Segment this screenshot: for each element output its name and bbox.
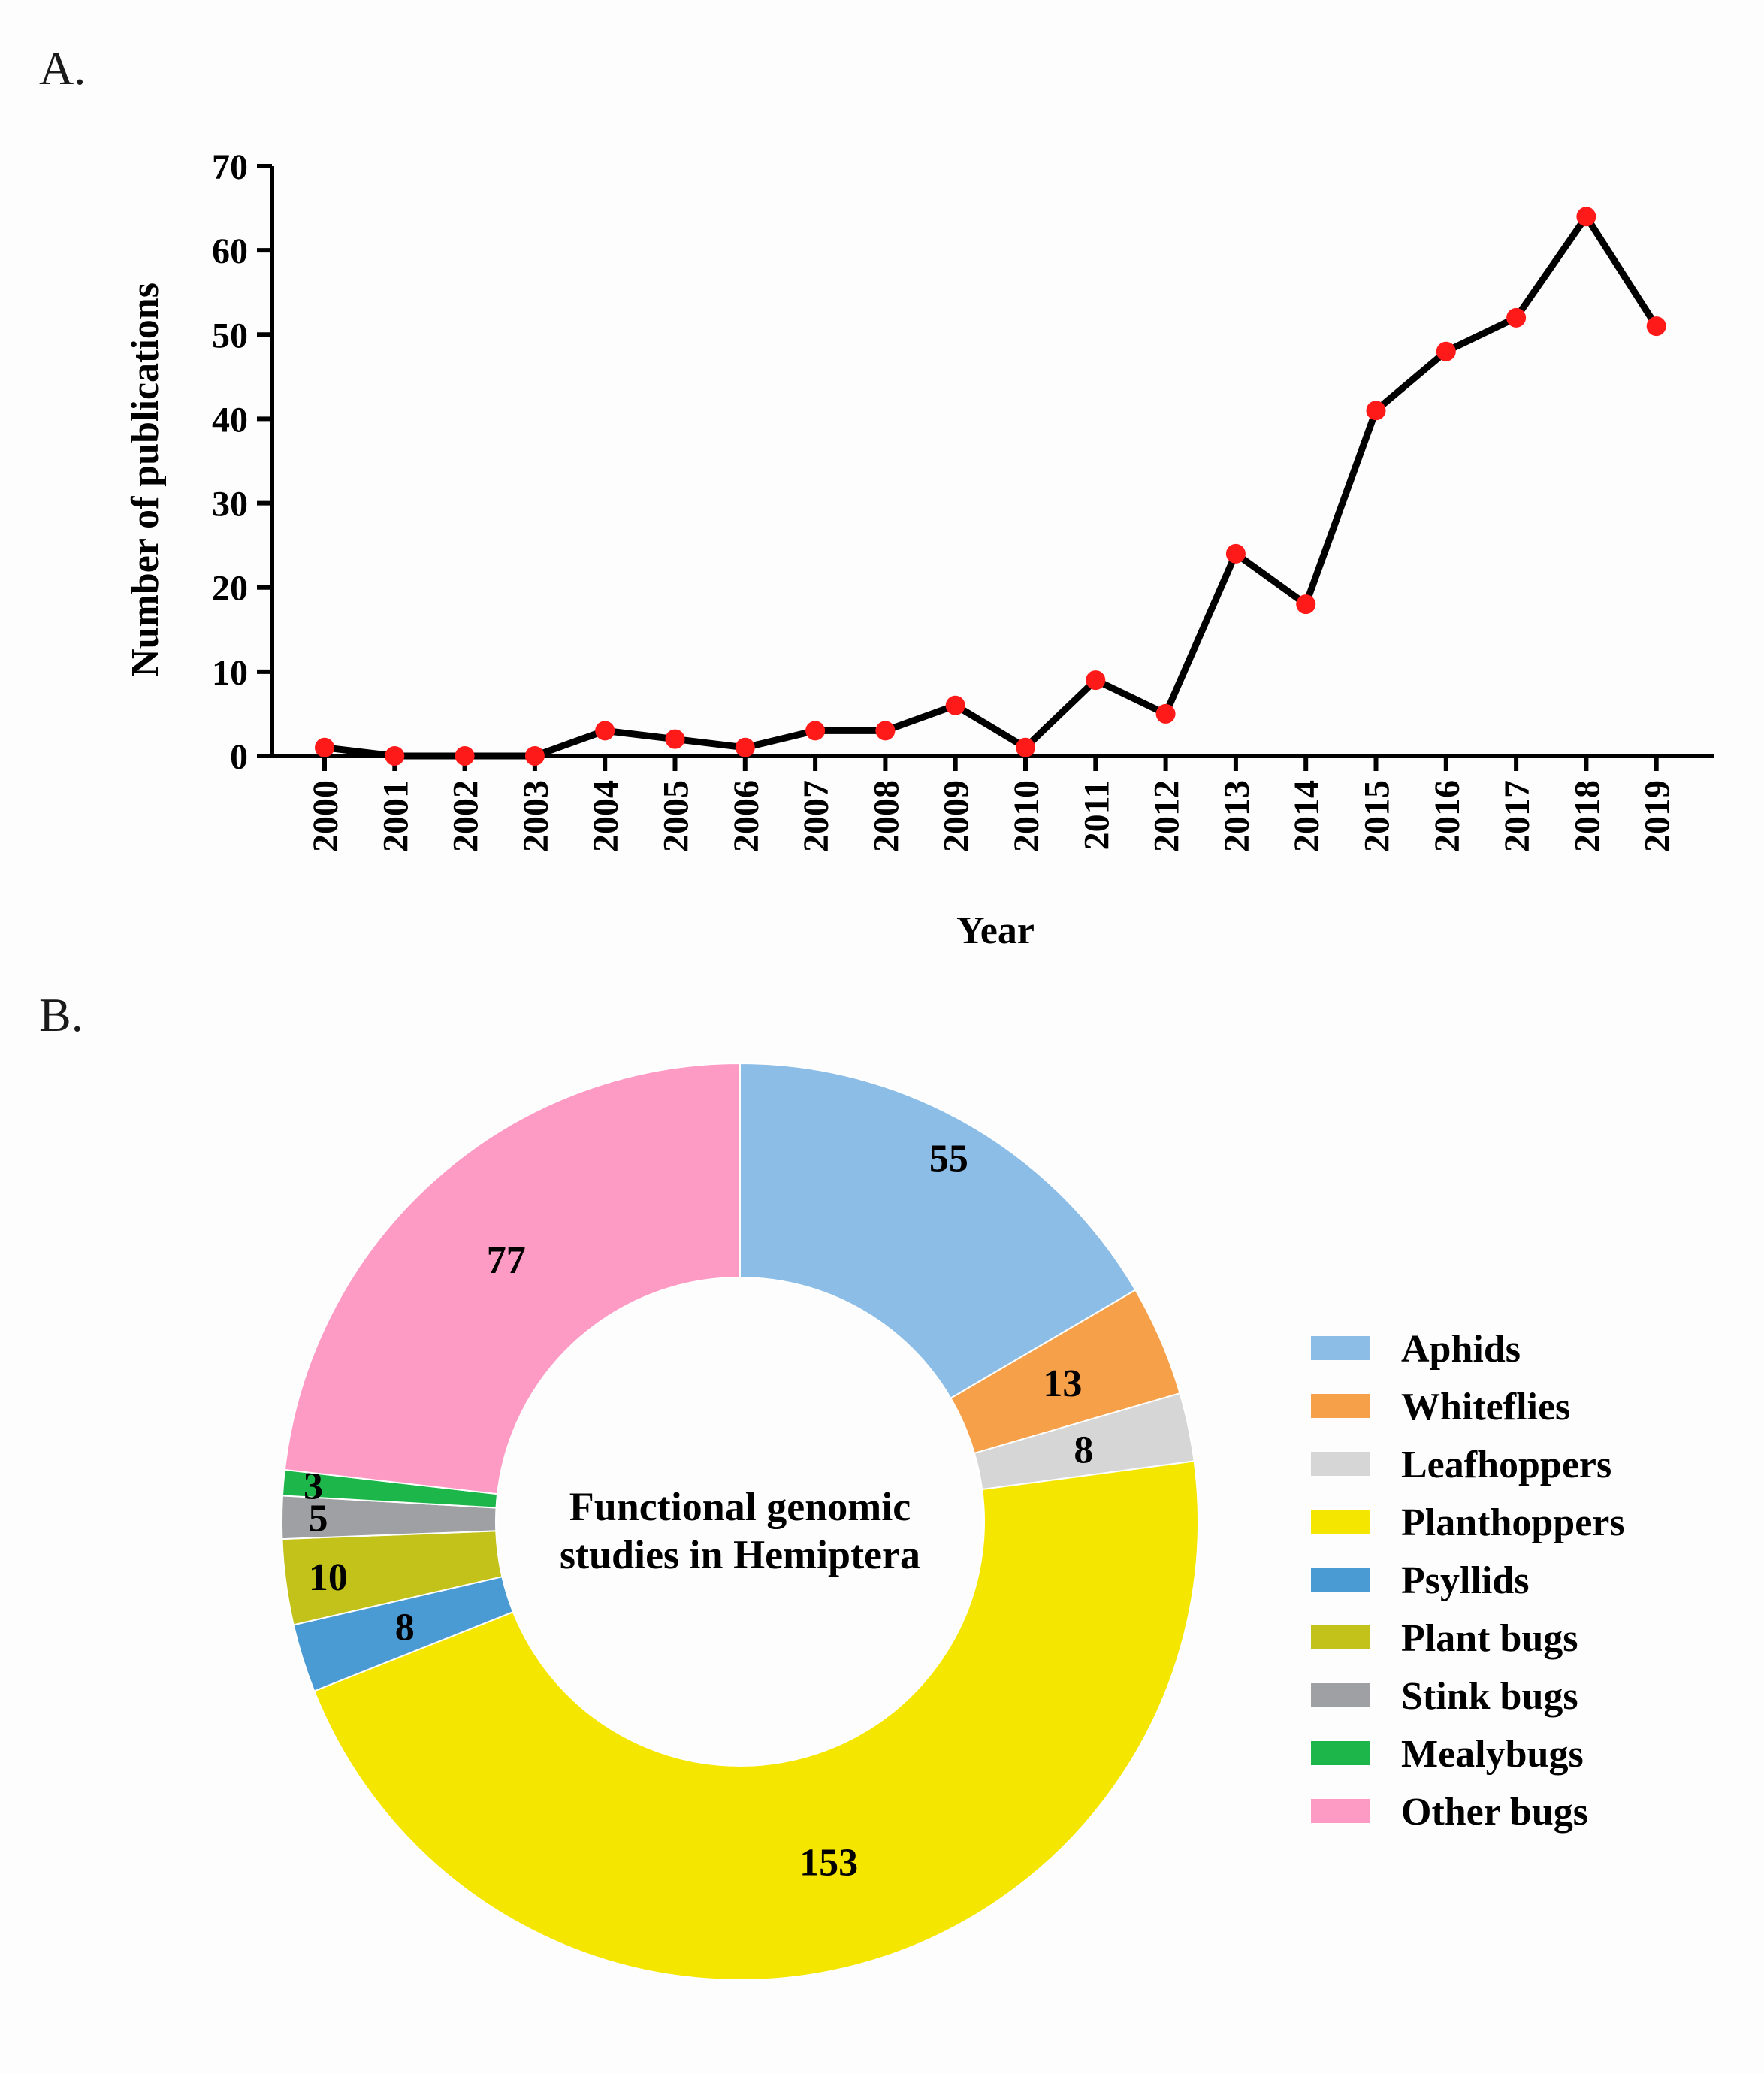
legend-swatch-whiteflies — [1311, 1394, 1370, 1418]
legend-label: Aphids — [1401, 1328, 1521, 1371]
x-tick-label: 2001 — [376, 780, 415, 852]
y-tick-label: 20 — [212, 569, 248, 609]
data-point-2013 — [1225, 543, 1246, 564]
legend-label: Other bugs — [1401, 1791, 1588, 1834]
data-point-2017 — [1506, 307, 1527, 328]
y-tick-label: 0 — [230, 737, 248, 777]
legend-label: Whiteflies — [1401, 1386, 1570, 1429]
data-point-2008 — [875, 721, 896, 741]
legend-label: Planthoppers — [1401, 1501, 1625, 1544]
legend-swatch-mealybugs — [1311, 1741, 1370, 1765]
legend-swatch-stink-bugs — [1311, 1683, 1370, 1707]
legend-label: Mealybugs — [1401, 1733, 1584, 1776]
legend-swatch-aphids — [1311, 1336, 1370, 1360]
x-tick-label: 2008 — [866, 780, 906, 852]
x-tick-label: 2005 — [657, 780, 696, 852]
data-point-2005 — [665, 729, 685, 749]
x-tick-label: 2000 — [306, 780, 346, 852]
x-tick-label: 2014 — [1287, 780, 1327, 852]
x-tick-label: 2015 — [1358, 780, 1397, 852]
x-axis-title: Year — [956, 909, 1035, 952]
data-point-2014 — [1296, 594, 1316, 615]
x-tick-label: 2017 — [1497, 780, 1537, 852]
x-tick-label: 2002 — [446, 780, 486, 852]
y-tick-label: 50 — [212, 316, 248, 355]
legend-swatch-plant-bugs — [1311, 1625, 1370, 1649]
x-tick-label: 2010 — [1007, 780, 1047, 852]
y-tick-label: 10 — [212, 653, 248, 693]
y-axis-title: Number of publications — [124, 283, 167, 677]
data-point-2019 — [1646, 316, 1666, 337]
legend-swatch-other-bugs — [1311, 1799, 1370, 1823]
x-tick-label: 2006 — [726, 780, 766, 852]
legend-label: Stink bugs — [1401, 1675, 1578, 1718]
slice-value-label: 8 — [1074, 1429, 1093, 1471]
slice-value-label: 8 — [395, 1606, 415, 1649]
x-tick-label: 2018 — [1567, 780, 1607, 852]
data-point-2007 — [805, 721, 826, 741]
slice-value-label: 5 — [308, 1498, 328, 1540]
legend-swatch-planthoppers — [1311, 1510, 1370, 1534]
slice-value-label: 13 — [1043, 1362, 1082, 1405]
data-point-2002 — [455, 746, 475, 766]
data-point-2009 — [945, 695, 965, 715]
x-tick-label: 2009 — [937, 780, 977, 852]
panel-label-b: B. — [39, 988, 83, 1042]
x-tick-label: 2016 — [1427, 780, 1467, 852]
data-point-2011 — [1086, 670, 1106, 691]
legend-label: Leafhoppers — [1401, 1444, 1611, 1486]
legend-swatch-psyllids — [1311, 1568, 1370, 1592]
slice-aphids — [739, 1062, 1137, 1400]
slice-planthoppers — [313, 1460, 1200, 1981]
legend-swatch-leafhoppers — [1311, 1452, 1370, 1476]
x-tick-label: 2011 — [1077, 780, 1116, 850]
slice-value-label: 55 — [929, 1137, 968, 1180]
data-point-2015 — [1366, 401, 1386, 421]
data-point-2010 — [1016, 737, 1035, 757]
data-point-2018 — [1576, 207, 1596, 227]
slice-other-bugs — [283, 1062, 741, 1495]
y-tick-label: 30 — [212, 485, 248, 525]
data-point-2012 — [1155, 703, 1176, 724]
center-title-line: studies in Hemiptera — [560, 1532, 920, 1577]
slice-value-label: 10 — [309, 1556, 348, 1599]
data-point-2000 — [315, 737, 334, 757]
data-point-2006 — [735, 737, 755, 757]
y-tick-label: 70 — [212, 147, 248, 187]
legend: Aphids Whiteflies Leafhoppers Planthoppers P… — [1311, 1328, 1625, 1834]
x-tick-label: 2019 — [1638, 780, 1678, 852]
panel-label-a: A. — [39, 41, 86, 95]
data-point-2004 — [595, 721, 615, 741]
line-chart: 0 10 20 30 40 50 60 70 2000 2001 2002 2003 2004 2005 2… — [124, 147, 1714, 952]
slice-value-label: 77 — [487, 1239, 526, 1282]
x-tick-label: 2003 — [516, 780, 556, 852]
data-point-2001 — [385, 746, 405, 766]
center-title-line: Functional genomic — [569, 1484, 911, 1529]
legend-label: Psyllids — [1401, 1559, 1530, 1602]
data-point-2016 — [1436, 341, 1456, 361]
legend-label: Plant bugs — [1401, 1617, 1578, 1660]
series-line — [324, 213, 1660, 760]
y-tick-label: 40 — [212, 400, 248, 440]
x-tick-label: 2012 — [1147, 780, 1187, 852]
x-tick-label: 2007 — [796, 780, 836, 852]
slice-value-label: 153 — [799, 1841, 858, 1884]
x-tick-label: 2004 — [586, 780, 626, 852]
y-tick-label: 60 — [212, 231, 248, 271]
x-tick-label: 2013 — [1217, 780, 1257, 852]
data-point-2003 — [524, 746, 545, 766]
